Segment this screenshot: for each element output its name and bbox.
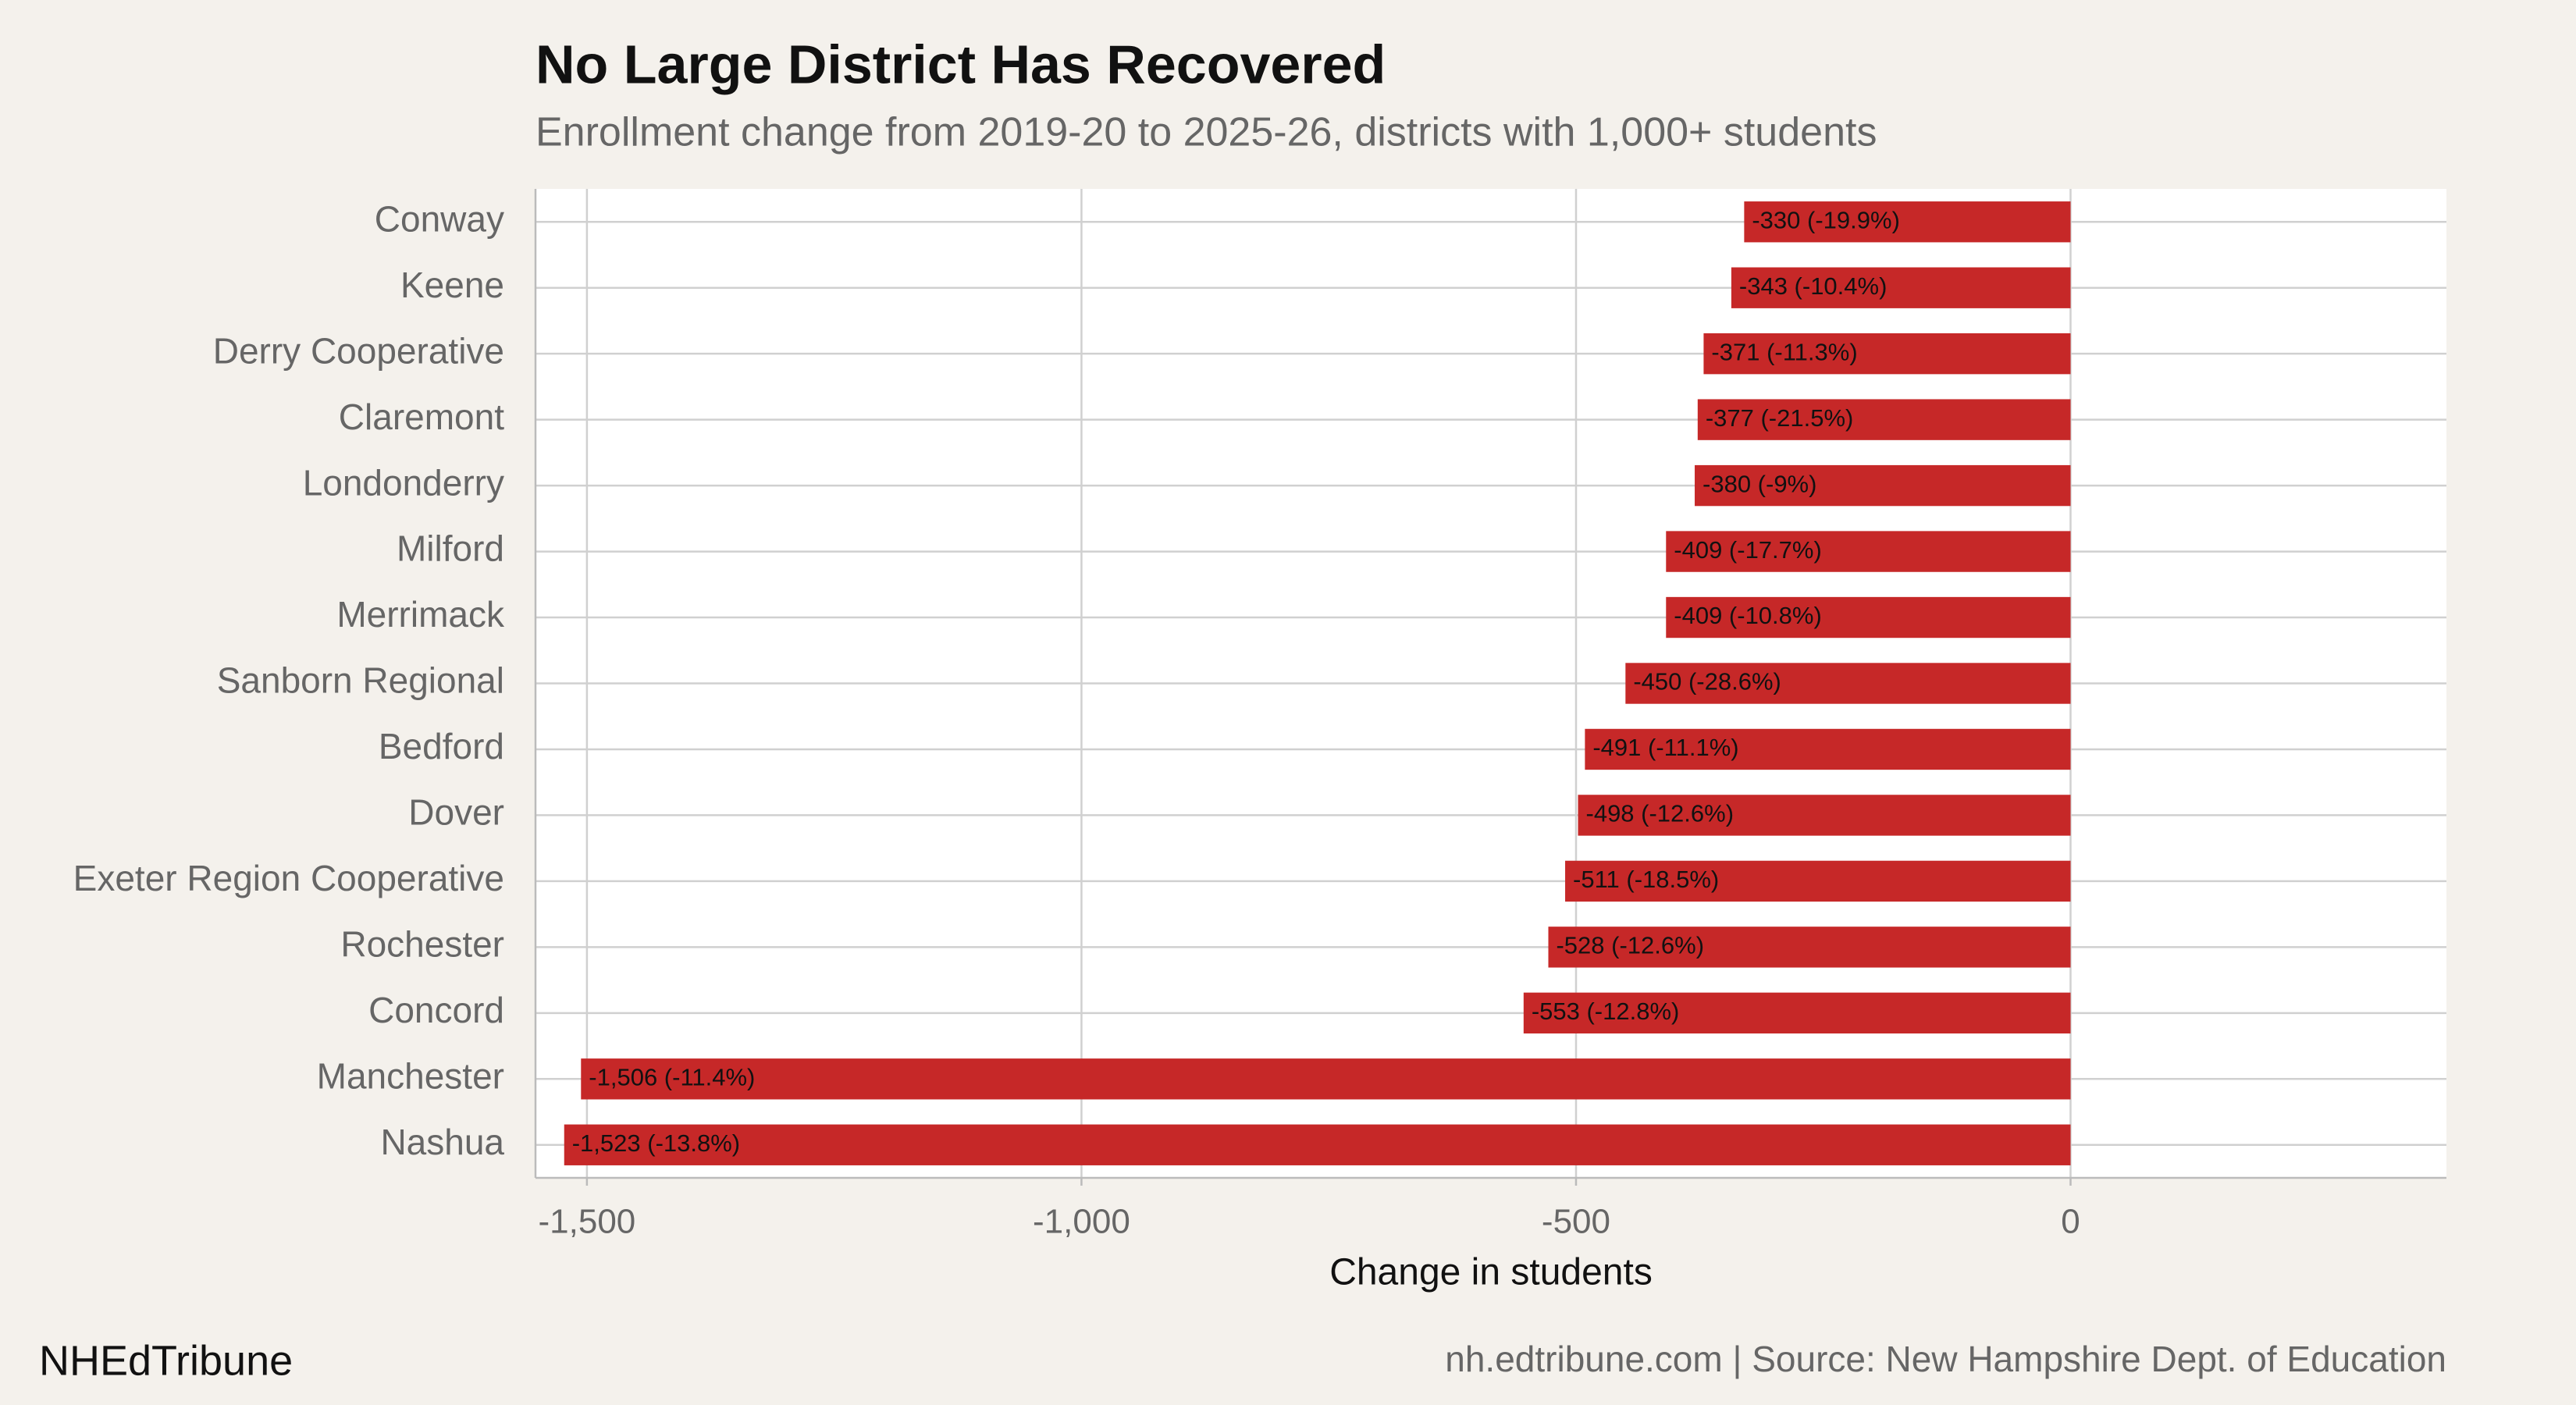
y-tick-label: Exeter Region Cooperative xyxy=(73,858,504,898)
bar xyxy=(1565,860,2071,902)
y-tick-label: Londonderry xyxy=(303,462,504,503)
x-tick-label: -1,000 xyxy=(1033,1203,1130,1241)
chart-subtitle: Enrollment change from 2019-20 to 2025-2… xyxy=(535,110,1877,155)
y-tick-label: Concord xyxy=(368,990,504,1030)
x-tick-label: -500 xyxy=(1542,1203,1610,1241)
data-label: -511 (-18.5%) xyxy=(1573,866,1719,893)
y-tick-label: Manchester xyxy=(317,1055,504,1096)
y-tick-label: Rochester xyxy=(340,924,504,965)
data-label: -1,523 (-13.8%) xyxy=(572,1129,740,1157)
data-label: -498 (-12.6%) xyxy=(1586,800,1735,827)
bar xyxy=(1731,267,2071,308)
chart-title: No Large District Has Recovered xyxy=(535,34,1386,94)
x-axis-label: Change in students xyxy=(1329,1252,1653,1293)
data-label: -528 (-12.6%) xyxy=(1556,932,1704,959)
y-tick-label: Conway xyxy=(375,198,504,239)
data-label: -330 (-19.9%) xyxy=(1752,206,1900,233)
data-label: -343 (-10.4%) xyxy=(1739,272,1888,300)
x-tick-label: 0 xyxy=(2061,1203,2080,1241)
bar xyxy=(1666,531,2071,572)
y-tick-label: Bedford xyxy=(379,726,504,767)
x-tick-label: -1,500 xyxy=(539,1203,636,1241)
data-label: -1,506 (-11.4%) xyxy=(589,1063,755,1090)
bar xyxy=(1744,201,2071,243)
bar xyxy=(1585,728,2071,770)
bar xyxy=(1697,399,2071,440)
bar xyxy=(1548,927,2071,968)
y-tick-label: Merrimack xyxy=(336,594,505,635)
bar xyxy=(1695,464,2071,507)
data-label: -450 (-28.6%) xyxy=(1633,668,1781,695)
data-label: -380 (-9%) xyxy=(1703,470,1816,497)
source-note: nh.edtribune.com | Source: New Hampshire… xyxy=(1445,1339,2446,1379)
y-tick-label: Keene xyxy=(400,265,504,305)
y-tick-label: Dover xyxy=(408,792,504,833)
y-tick-label: Milford xyxy=(397,528,504,569)
bar xyxy=(1625,663,2071,704)
bar xyxy=(564,1124,2071,1165)
y-tick-label: Derry Cooperative xyxy=(213,330,504,371)
data-label: -491 (-11.1%) xyxy=(1592,734,1738,761)
bar xyxy=(1703,333,2071,375)
bar xyxy=(1578,795,2071,836)
data-label: -409 (-17.7%) xyxy=(1674,536,1822,564)
brand: NHEdTribune xyxy=(39,1337,293,1384)
bar xyxy=(1666,596,2071,638)
data-label: -553 (-12.8%) xyxy=(1532,998,1680,1025)
y-tick-label: Sanborn Regional xyxy=(217,660,504,701)
data-label: -377 (-21.5%) xyxy=(1706,404,1854,432)
y-tick-label: Nashua xyxy=(380,1122,504,1162)
data-label: -371 (-11.3%) xyxy=(1711,338,1857,365)
bar xyxy=(1523,992,2071,1034)
bar xyxy=(581,1058,2071,1100)
data-label: -409 (-10.8%) xyxy=(1674,602,1822,629)
y-tick-label: Claremont xyxy=(339,397,504,437)
